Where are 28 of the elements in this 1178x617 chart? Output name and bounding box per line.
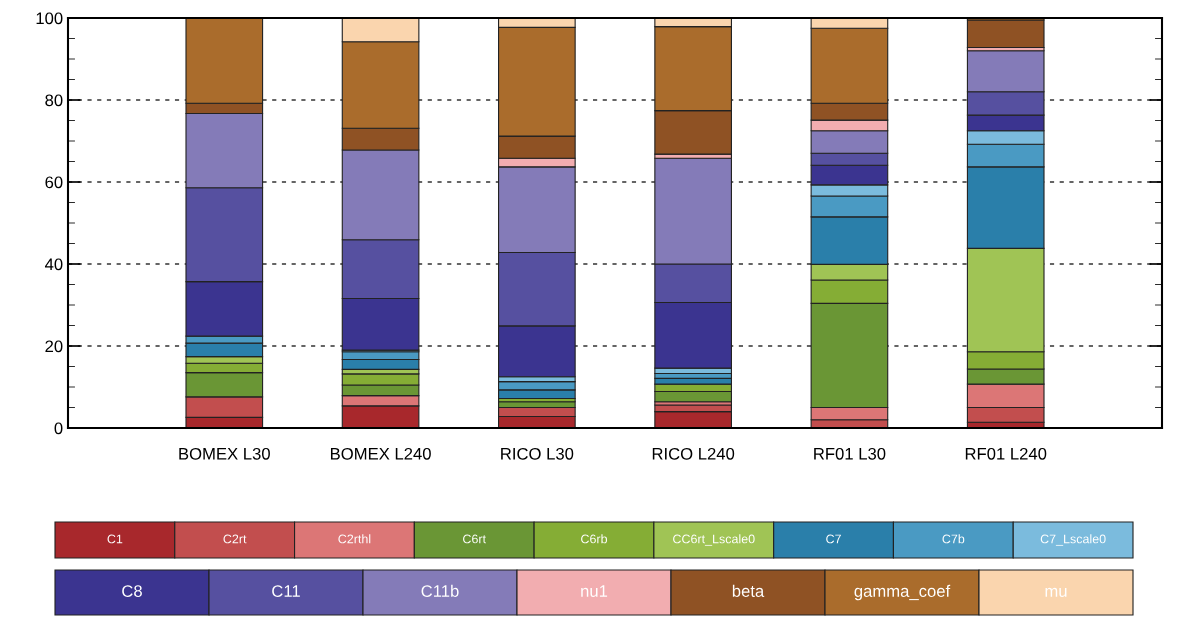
y-tick-label: 0: [54, 422, 63, 435]
text: gamma_coef: [854, 584, 951, 601]
text: C7b: [942, 534, 965, 544]
x-tick-label: RICO L30: [501, 447, 574, 460]
text: C11: [272, 585, 300, 597]
y-tick-label: 40: [44, 258, 63, 271]
x-tick-label: BOMEX L30: [179, 447, 270, 460]
text: C8: [122, 585, 142, 597]
text: C7_Lscale0: [1040, 534, 1106, 546]
text: C7: [826, 534, 841, 544]
x-tick-label: RICO L240: [652, 447, 735, 460]
x-tick-label: RF01 L240: [965, 447, 1047, 460]
text: C2rt: [223, 534, 247, 544]
text: CC6rt_Lscale0: [673, 534, 755, 546]
text: mu: [1045, 587, 1067, 597]
y-tick-label: 60: [45, 176, 63, 189]
text: C6rt: [463, 534, 486, 544]
text: C2rthl: [338, 534, 371, 544]
text: C1: [107, 534, 123, 544]
y-tick-label: 80: [45, 94, 63, 107]
text: C11b: [421, 584, 459, 597]
text: C6rb: [581, 534, 608, 544]
y-tick-label: 100: [36, 12, 63, 25]
text: beta: [732, 584, 765, 597]
y-tick-label: 20: [45, 340, 63, 353]
x-tick-label: BOMEX L240: [330, 447, 431, 460]
x-tick-label: RF01 L30: [814, 447, 886, 460]
text: nu1: [581, 585, 608, 597]
